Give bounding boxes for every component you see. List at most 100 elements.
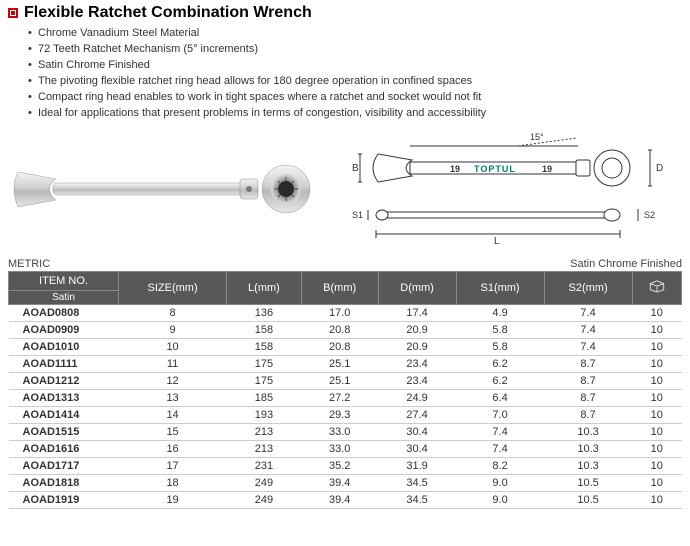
cell-value: 34.5 xyxy=(378,474,456,491)
cell-value: 10 xyxy=(632,321,681,338)
feature-item: The pivoting flexible ratchet ring head … xyxy=(28,74,682,90)
satin-subheader: Satin xyxy=(9,290,119,304)
cell-value: 25.1 xyxy=(301,372,378,389)
cell-itemno: AOAD1313 xyxy=(9,389,119,406)
feature-item: Ideal for applications that present prob… xyxy=(28,106,682,122)
col-size: SIZE(mm) xyxy=(119,271,227,304)
cell-value: 175 xyxy=(227,355,302,372)
cell-itemno: AOAD1010 xyxy=(9,338,119,355)
cell-value: 17.4 xyxy=(378,304,456,321)
cell-itemno: AOAD1616 xyxy=(9,440,119,457)
col-itemno: ITEM NO. xyxy=(9,271,119,290)
cell-value: 23.4 xyxy=(378,355,456,372)
cell-value: 7.4 xyxy=(456,423,544,440)
cell-itemno: AOAD1717 xyxy=(9,457,119,474)
cell-value: 213 xyxy=(227,440,302,457)
cell-value: 8 xyxy=(119,304,227,321)
table-header-row: ITEM NO. SIZE(mm) L(mm) B(mm) D(mm) S1(m… xyxy=(9,271,682,290)
cell-value: 11 xyxy=(119,355,227,372)
cell-value: 15 xyxy=(119,423,227,440)
cell-value: 193 xyxy=(227,406,302,423)
feature-item: Compact ring head enables to work in tig… xyxy=(28,90,682,106)
cell-value: 4.9 xyxy=(456,304,544,321)
cell-value: 30.4 xyxy=(378,423,456,440)
cell-value: 10 xyxy=(632,457,681,474)
table-row: AOAD10101015820.820.95.87.410 xyxy=(9,338,682,355)
cell-value: 10 xyxy=(632,372,681,389)
table-row: AOAD17171723135.231.98.210.310 xyxy=(9,457,682,474)
visual-row: B D 19 TOPTUL 19 15° S1 S2 L xyxy=(8,130,682,250)
cell-value: 30.4 xyxy=(378,440,456,457)
cell-itemno: AOAD1111 xyxy=(9,355,119,372)
product-photo xyxy=(8,137,338,242)
cell-value: 158 xyxy=(227,338,302,355)
cell-value: 7.4 xyxy=(544,321,632,338)
page-title: Flexible Ratchet Combination Wrench xyxy=(24,4,312,22)
table-body: AOAD0808813617.017.44.97.410AOAD09099158… xyxy=(9,304,682,508)
col-l: L(mm) xyxy=(227,271,302,304)
metric-label: METRIC xyxy=(8,258,50,270)
cell-value: 13 xyxy=(119,389,227,406)
cell-value: 12 xyxy=(119,372,227,389)
cell-value: 29.3 xyxy=(301,406,378,423)
cell-value: 249 xyxy=(227,491,302,508)
table-row: AOAD0808813617.017.44.97.410 xyxy=(9,304,682,321)
cell-value: 7.4 xyxy=(544,304,632,321)
col-b: B(mm) xyxy=(301,271,378,304)
cell-value: 231 xyxy=(227,457,302,474)
cell-value: 10 xyxy=(119,338,227,355)
dim-size-2: 19 xyxy=(542,164,552,174)
cell-itemno: AOAD1212 xyxy=(9,372,119,389)
cell-value: 7.4 xyxy=(456,440,544,457)
cell-value: 8.7 xyxy=(544,406,632,423)
dim-label-s2: S2 xyxy=(644,210,655,220)
finish-label: Satin Chrome Finished xyxy=(570,258,682,270)
cell-value: 9.0 xyxy=(456,491,544,508)
table-row: AOAD15151521333.030.47.410.310 xyxy=(9,423,682,440)
cell-value: 10 xyxy=(632,474,681,491)
cell-value: 10 xyxy=(632,440,681,457)
cell-value: 10 xyxy=(632,389,681,406)
table-row: AOAD18181824939.434.59.010.510 xyxy=(9,474,682,491)
feature-item: Satin Chrome Finished xyxy=(28,58,682,74)
cell-value: 17.0 xyxy=(301,304,378,321)
dimension-diagram: B D 19 TOPTUL 19 15° S1 S2 L xyxy=(350,130,670,250)
cell-value: 10.5 xyxy=(544,474,632,491)
title-bullet-icon xyxy=(8,8,18,18)
cell-value: 10 xyxy=(632,338,681,355)
cell-value: 158 xyxy=(227,321,302,338)
dim-label-d: D xyxy=(656,163,663,174)
cell-value: 27.4 xyxy=(378,406,456,423)
col-d: D(mm) xyxy=(378,271,456,304)
cell-value: 8.7 xyxy=(544,389,632,406)
cell-value: 34.5 xyxy=(378,491,456,508)
col-s2: S2(mm) xyxy=(544,271,632,304)
cell-value: 10.3 xyxy=(544,440,632,457)
table-row: AOAD13131318527.224.96.48.710 xyxy=(9,389,682,406)
cell-value: 20.8 xyxy=(301,321,378,338)
cell-value: 25.1 xyxy=(301,355,378,372)
cell-value: 33.0 xyxy=(301,423,378,440)
cell-value: 27.2 xyxy=(301,389,378,406)
feature-list: Chrome Vanadium Steel Material 72 Teeth … xyxy=(28,26,682,122)
cell-value: 136 xyxy=(227,304,302,321)
cell-value: 213 xyxy=(227,423,302,440)
cell-value: 33.0 xyxy=(301,440,378,457)
cell-value: 39.4 xyxy=(301,491,378,508)
spec-table: ITEM NO. SIZE(mm) L(mm) B(mm) D(mm) S1(m… xyxy=(8,271,682,509)
cell-value: 20.9 xyxy=(378,321,456,338)
table-row: AOAD12121217525.123.46.28.710 xyxy=(9,372,682,389)
cell-value: 7.4 xyxy=(544,338,632,355)
cell-value: 5.8 xyxy=(456,338,544,355)
dim-angle: 15° xyxy=(530,132,544,142)
cell-value: 10 xyxy=(632,423,681,440)
cell-value: 9.0 xyxy=(456,474,544,491)
cell-itemno: AOAD1414 xyxy=(9,406,119,423)
feature-item: Chrome Vanadium Steel Material xyxy=(28,26,682,42)
cell-value: 5.8 xyxy=(456,321,544,338)
cell-itemno: AOAD1818 xyxy=(9,474,119,491)
cell-value: 20.9 xyxy=(378,338,456,355)
cell-itemno: AOAD1515 xyxy=(9,423,119,440)
dim-label-b: B xyxy=(352,163,359,174)
table-row: AOAD19191924939.434.59.010.510 xyxy=(9,491,682,508)
